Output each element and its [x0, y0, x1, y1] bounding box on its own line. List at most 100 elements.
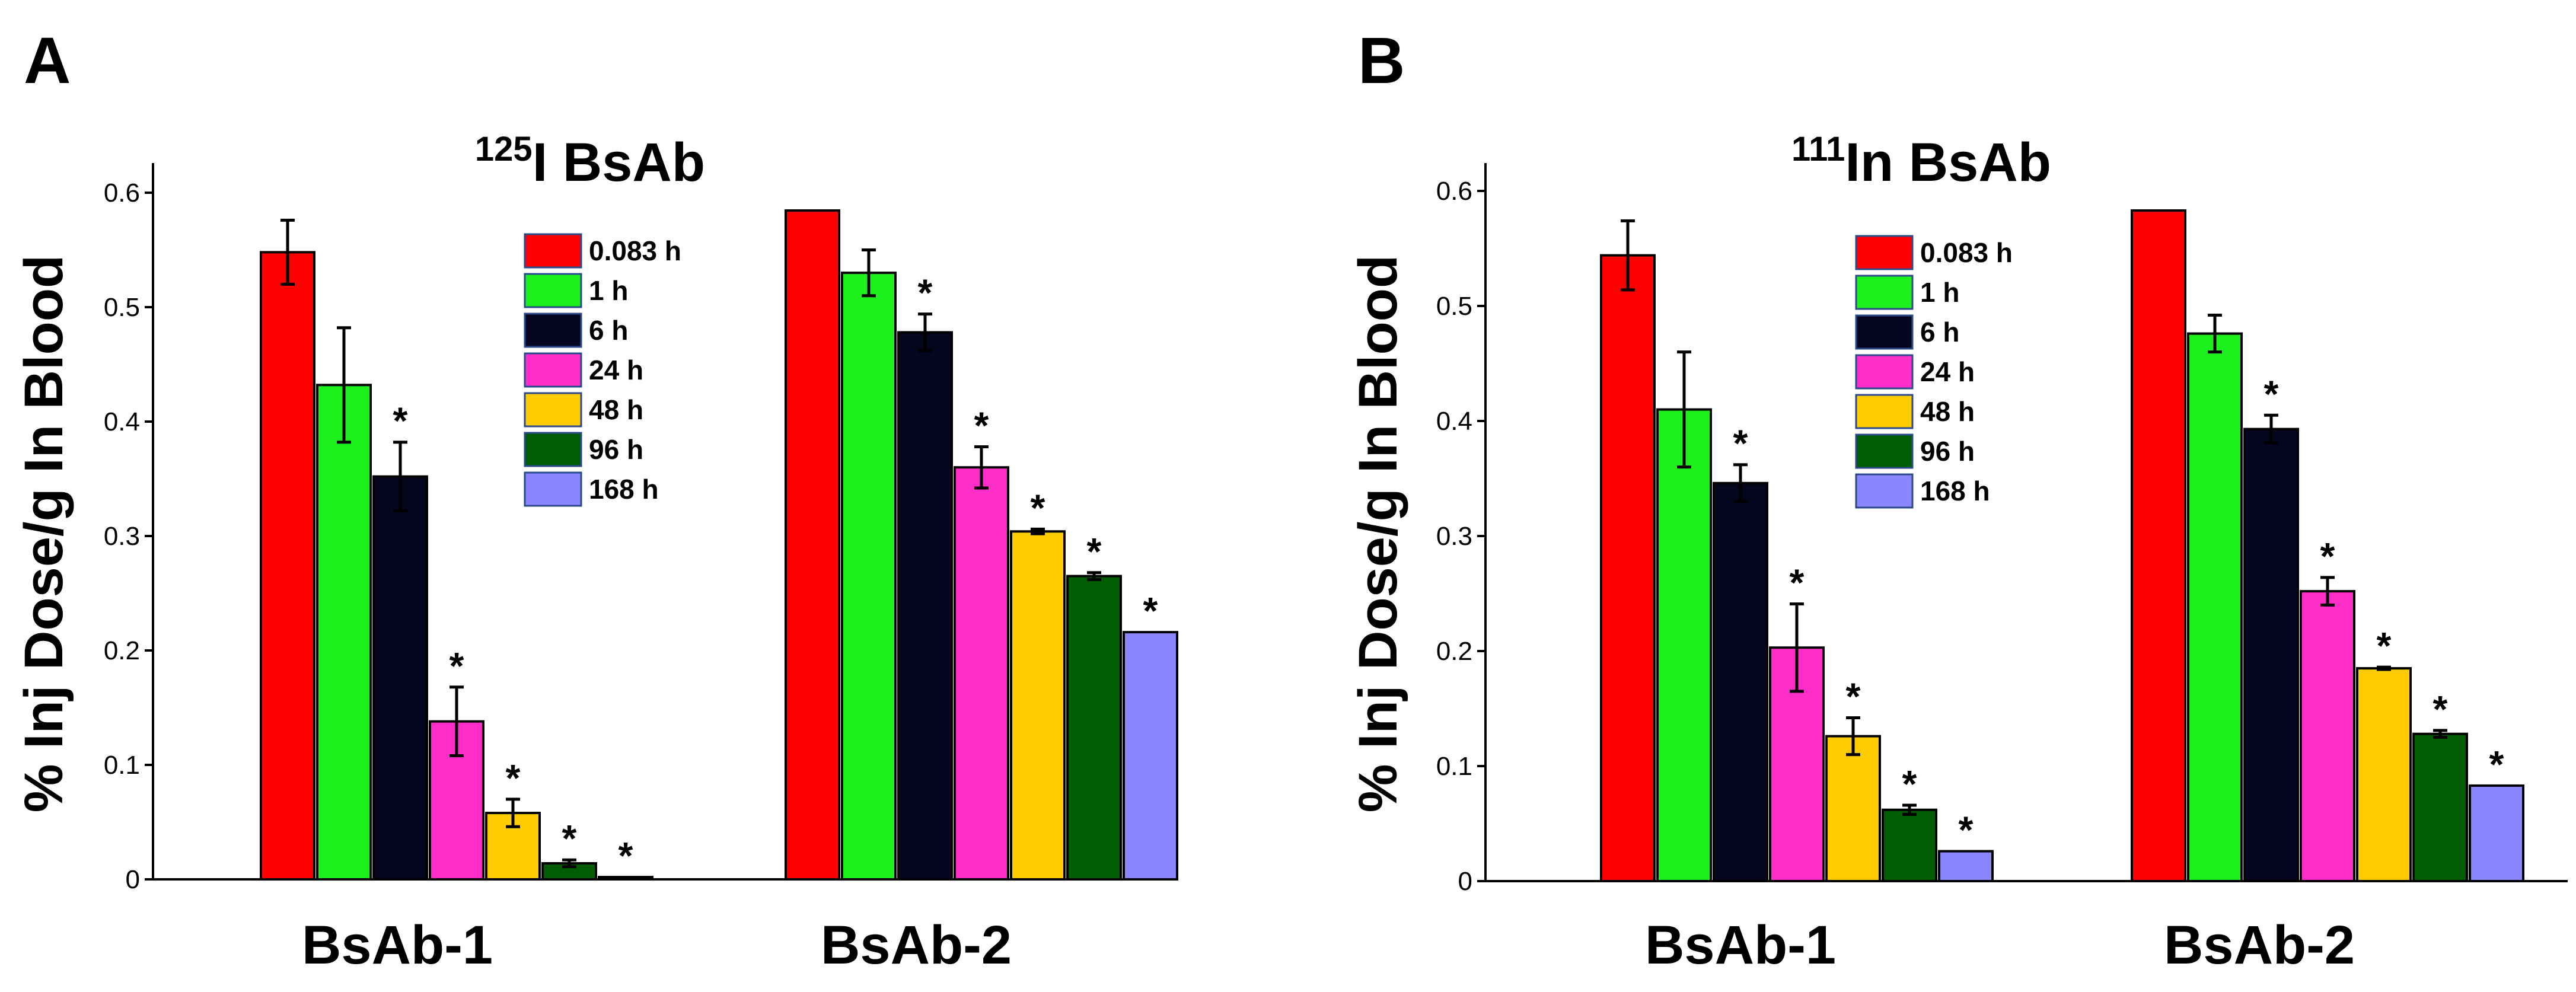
legend-label: 0.083 h [589, 235, 681, 266]
legend-label: 24 h [589, 355, 643, 385]
significance-star: * [2377, 624, 2392, 667]
y-axis-label: % Inj Dose/g In Blood [14, 255, 74, 812]
legend-swatch [524, 352, 582, 388]
bar [1938, 850, 1994, 883]
bar [841, 272, 897, 881]
chart-title: 125I BsAb [475, 130, 705, 193]
legend-label: 168 h [589, 474, 659, 505]
panel-b: B 111In BsAb % Inj Dose/g In Blood 0 0.1 0.2 0… [1348, 24, 2568, 975]
x-category-label: BsAb-1 [1645, 915, 1836, 975]
legend-label: 48 h [589, 394, 643, 425]
y-tick-label: 0.5 [1436, 292, 1472, 321]
title-text: I BsAb [533, 132, 705, 193]
legend-label: 6 h [1920, 317, 1959, 347]
significance-star: * [974, 404, 989, 446]
bar [2131, 209, 2186, 882]
title-superscript: 111 [1791, 130, 1845, 168]
legend-label: 168 h [1920, 476, 1990, 506]
bar [1713, 481, 1768, 882]
y-tick-label: 0.3 [1436, 522, 1472, 551]
panel-letter: A [24, 24, 71, 97]
panel-letter: B [1358, 24, 1405, 97]
legend-swatch [1855, 433, 1914, 469]
panel-a: A 125I BsAb % Inj Dose/g In Blood 0 0.1 0.2 0.… [14, 24, 1178, 975]
legend-swatch [524, 471, 582, 507]
legend-label: 1 h [1920, 277, 1959, 308]
legend-label: 6 h [589, 315, 628, 346]
bar [1825, 735, 1881, 883]
x-category-label: BsAb-1 [302, 915, 493, 975]
bar [2412, 732, 2468, 883]
bar [2469, 784, 2524, 882]
bar [260, 251, 315, 881]
significance-star: * [506, 757, 521, 799]
y-tick-label: 0.3 [104, 522, 140, 551]
y-tick-label: 0 [126, 865, 140, 894]
y-axis-label: % Inj Dose/g In Blood [1348, 255, 1408, 812]
significance-star: * [1902, 763, 1917, 805]
legend-swatch [1855, 275, 1914, 310]
significance-star: * [2320, 535, 2335, 578]
significance-star: * [393, 400, 408, 442]
legend-swatch [1855, 235, 1914, 270]
bar [1656, 408, 1712, 882]
chart-title: 111In BsAb [1791, 130, 2051, 193]
bar [2187, 332, 2243, 882]
y-tick-label: 0.2 [1436, 637, 1472, 666]
legend-swatch [1855, 354, 1914, 390]
bar [1600, 254, 1656, 882]
title-text: In BsAb [1845, 132, 2051, 193]
bar [1010, 530, 1066, 881]
significance-star: * [1733, 422, 1748, 465]
significance-star: * [1031, 486, 1045, 529]
legend-swatch [1855, 314, 1914, 350]
x-category-label: BsAb-2 [2164, 915, 2355, 975]
legend-label: 96 h [1920, 436, 1975, 467]
bar [2300, 590, 2355, 882]
legend-swatch [524, 312, 582, 348]
significance-star: * [2433, 688, 2448, 731]
bar [1066, 575, 1122, 881]
significance-star: * [619, 834, 633, 877]
significance-star: * [449, 645, 464, 687]
significance-star: * [2489, 743, 2504, 786]
significance-star: * [562, 817, 577, 860]
legend-label: 96 h [589, 434, 643, 465]
legend-swatch [524, 273, 582, 308]
title-superscript: 125 [475, 130, 533, 168]
y-tick-label: 0 [1458, 867, 1472, 896]
legend-swatch [1855, 473, 1914, 509]
bar [1882, 808, 1937, 882]
significance-star: * [1143, 589, 1158, 632]
bar [598, 876, 653, 881]
legend-label: 48 h [1920, 396, 1975, 427]
significance-star: * [1087, 530, 1102, 573]
bar [2243, 428, 2299, 882]
bar [372, 475, 428, 881]
y-tick-label: 0.6 [104, 178, 140, 208]
y-tick-label: 0.1 [1436, 752, 1472, 781]
bar [2356, 667, 2412, 882]
bar [1123, 631, 1178, 881]
legend-swatch [524, 432, 582, 467]
legend-label: 0.083 h [1920, 237, 2013, 268]
bar [897, 331, 953, 881]
significance-star: * [1790, 561, 1805, 604]
y-tick-label: 0.6 [1436, 177, 1472, 206]
legend-swatch [524, 392, 582, 428]
legend-label: 24 h [1920, 356, 1975, 387]
y-tick-label: 0.4 [104, 407, 140, 436]
y-tick-label: 0.2 [104, 636, 140, 665]
bar [954, 466, 1009, 881]
x-category-label: BsAb-2 [821, 915, 1012, 975]
bar [785, 209, 840, 881]
legend-swatch [1855, 394, 1914, 429]
y-tick-label: 0.5 [104, 293, 140, 322]
legend-swatch [524, 233, 582, 269]
y-tick-label: 0.4 [1436, 407, 1472, 436]
significance-star: * [1846, 675, 1861, 718]
legend-label: 1 h [589, 275, 628, 306]
significance-star: * [1959, 809, 1974, 851]
significance-star: * [918, 272, 933, 314]
